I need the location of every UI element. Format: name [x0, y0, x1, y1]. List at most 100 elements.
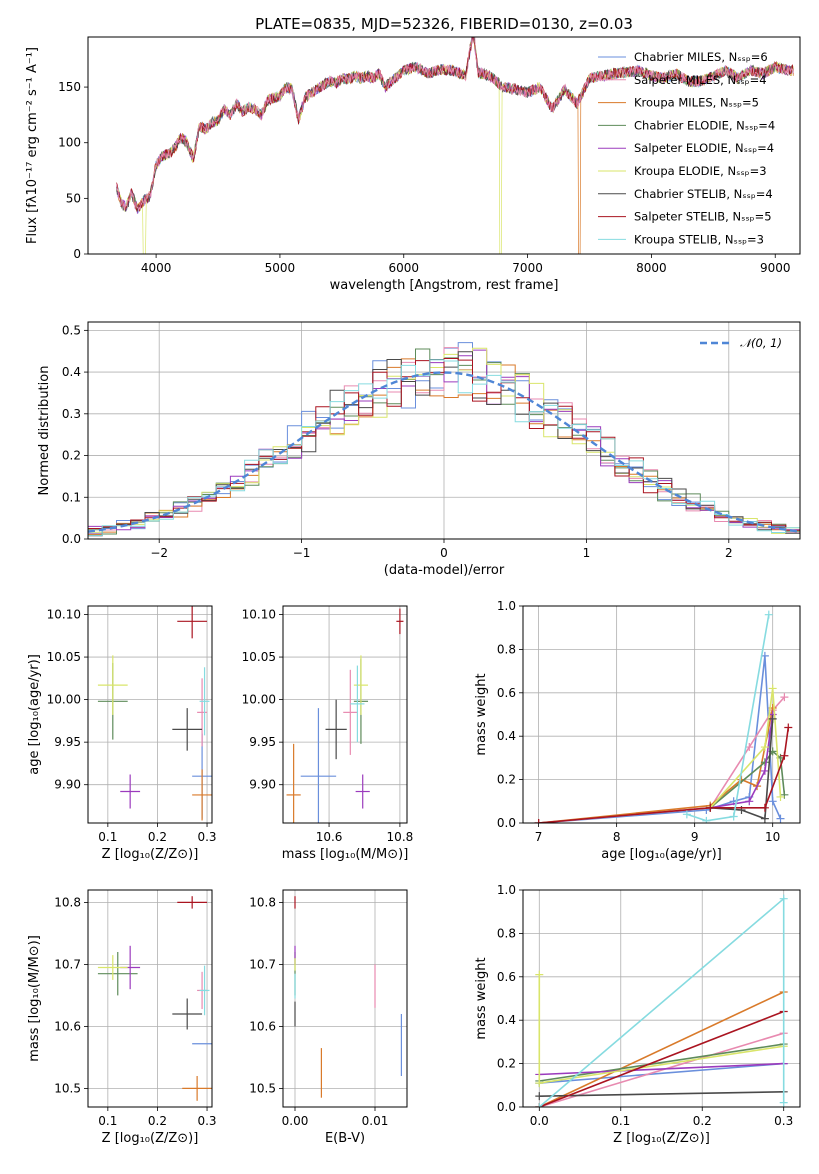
weight-vs-age-panel: 7 8 9 10 0.0 0.2 0.4 0.6 0.8 1.0 age [log₁₀(age/yr… — [474, 599, 801, 862]
residuals-xtick-label: −2 — [150, 546, 168, 560]
age-vs-Z-xtick-label: 0.3 — [197, 830, 216, 844]
weight-point-marker — [535, 1092, 544, 1101]
weight-vs-Z-ytick-label: 0.6 — [497, 970, 516, 984]
weight-point-marker — [706, 803, 715, 812]
chart-title: PLATE=0835, MJD=52326, FIBERID=0130, z=0… — [255, 15, 633, 33]
age-vs-Z-ylabel: age [log₁₀(age/yr)] — [27, 654, 42, 775]
weight-vs-Z-xtick-label: 0.1 — [611, 1114, 630, 1128]
spectrum-plot-area — [116, 37, 794, 254]
weight-series-line — [709, 688, 782, 809]
mass-vs-ebv-ytick-label: 10.7 — [249, 957, 276, 971]
weight-point-marker — [760, 758, 769, 767]
mass-vs-Z-xtick-label: 0.2 — [148, 1114, 167, 1128]
age-vs-Z-xlabel: Z [log₁₀(Z/Z⊙)] — [102, 847, 199, 862]
weight-vs-age-frame — [522, 605, 801, 824]
weight-vs-age-ylabel: mass weight — [474, 673, 489, 755]
mass-vs-Z-xlabel: Z [log₁₀(Z/Z⊙)] — [102, 1131, 199, 1146]
weight-point-marker — [745, 797, 754, 806]
gaussian-reference-line — [88, 371, 800, 533]
weight-vs-Z-xlabel: Z [log₁₀(Z/Z⊙)] — [613, 1131, 710, 1146]
mass-vs-Z-ytick-label: 10.6 — [54, 1019, 81, 1033]
spectrum-frame — [87, 36, 801, 255]
spectrum-xtick-label: 8000 — [636, 261, 667, 275]
weight-vs-age-ytick-label: 0.2 — [497, 773, 516, 787]
weight-point-marker — [535, 970, 544, 979]
spectrum-xtick-label: 6000 — [388, 261, 419, 275]
age-vs-Z-panel: 0.1 0.2 0.3 9.90 9.95 10.00 10.05 10.10 Z [log₁₀… — [27, 605, 217, 862]
weight-point-marker — [760, 803, 769, 812]
weight-point-marker — [760, 743, 769, 752]
residuals-xtick-label: −1 — [293, 546, 311, 560]
spectrum-ytick-label: 0 — [73, 247, 81, 261]
spectrum-ytick-label: 100 — [58, 136, 81, 150]
mass-vs-ebv-plot-area — [294, 896, 402, 1098]
weight-vs-Z-ytick-label: 0.0 — [497, 1100, 516, 1114]
weight-point-marker — [682, 810, 691, 819]
spectrum-ytick-label: 50 — [66, 191, 81, 205]
weight-point-marker — [768, 714, 777, 723]
spectrum-xlabel: wavelength [Angstrom, rest frame] — [330, 278, 559, 293]
spectrum-xtick-label: 9000 — [760, 261, 791, 275]
weight-point-marker — [729, 812, 738, 821]
weight-point-marker — [779, 894, 788, 903]
weight-series-line — [539, 1091, 784, 1097]
weight-vs-Z-panel: 0.0 0.1 0.2 0.3 0.0 0.2 0.4 0.6 0.8 1.0 Z [log₁₀(Z… — [474, 883, 801, 1146]
age-vs-mass-ytick-label: 10.05 — [242, 650, 276, 664]
mass-vs-ebv-xtick-label: 0.00 — [282, 1114, 309, 1128]
age-vs-mass-ytick-label: 10.00 — [242, 693, 276, 707]
weight-vs-age-xtick-label: 10 — [765, 830, 780, 844]
weight-vs-Z-ytick-label: 0.2 — [497, 1057, 516, 1071]
spectrum-ylabel: Flux [fλ10⁻¹⁷ erg cm⁻² s⁻¹ A⁻¹] — [25, 47, 40, 244]
residuals-plot-area — [88, 342, 800, 537]
legend-entry: Salpeter MILES, Nₛₛₚ=4 — [634, 73, 767, 87]
weight-point-marker — [760, 814, 769, 823]
age-vs-Z-frame — [87, 605, 213, 824]
weight-point-marker — [784, 723, 793, 732]
spectrum-series-line — [116, 37, 794, 211]
weight-series-line — [710, 714, 774, 809]
weight-point-marker — [768, 797, 777, 806]
mass-vs-Z-frame — [87, 889, 213, 1108]
weight-vs-Z-plot-area — [535, 894, 788, 1107]
weight-vs-Z-ytick-label: 0.8 — [497, 926, 516, 940]
residual-legend: 𝒩(0, 1) — [700, 336, 782, 350]
legend-entry: Kroupa ELODIE, Nₛₛₚ=3 — [634, 164, 767, 178]
age-vs-Z-ytick-label: 10.05 — [47, 650, 81, 664]
age-vs-mass-xtick-label: 10.8 — [387, 830, 414, 844]
legend-entry: Kroupa MILES, Nₛₛₚ=5 — [634, 96, 759, 110]
weight-vs-age-ytick-label: 1.0 — [497, 599, 516, 613]
spectrum-panel: 4000 5000 6000 7000 8000 9000 0 50 100 150 wavelen… — [25, 15, 801, 293]
mass-vs-ebv-panel: 0.00 0.01 10.5 10.6 10.7 10.8 E(B-V) — [249, 889, 408, 1146]
weight-point-marker — [535, 1103, 544, 1107]
age-vs-mass-xlabel: mass [log₁₀(M/M⊙)] — [282, 847, 409, 862]
age-vs-mass-xtick-label: 10.6 — [316, 830, 343, 844]
mass-vs-Z-ytick-label: 10.8 — [54, 895, 81, 909]
legend-entry: Chabrier ELODIE, Nₛₛₚ=4 — [634, 118, 775, 132]
weight-point-marker — [780, 693, 789, 702]
weight-vs-age-xtick-label: 7 — [535, 830, 543, 844]
weight-point-marker — [779, 1098, 788, 1107]
weight-vs-Z-frame — [522, 889, 801, 1108]
residuals-ytick-label: 0.5 — [62, 323, 81, 337]
age-vs-mass-frame — [282, 605, 408, 824]
mass-vs-ebv-ytick-label: 10.5 — [249, 1081, 276, 1095]
age-vs-mass-ytick-label: 10.10 — [242, 608, 276, 622]
weight-point-marker — [780, 790, 789, 799]
weight-series-line — [538, 655, 782, 823]
mass-vs-ebv-xlabel: E(B-V) — [325, 1131, 365, 1146]
mass-vs-ebv-xtick-label: 0.01 — [362, 1114, 389, 1128]
weight-point-marker — [534, 819, 543, 823]
mass-vs-Z-ytick-label: 10.7 — [54, 957, 81, 971]
weight-series-line — [539, 1010, 784, 1107]
weight-series-line — [538, 991, 785, 1107]
weight-point-marker — [768, 684, 777, 693]
legend-entry: Chabrier MILES, Nₛₛₚ=6 — [634, 50, 768, 64]
weight-point-marker — [760, 766, 769, 775]
weight-vs-age-plot-area — [534, 610, 793, 823]
legend-entry: Kroupa STELIB, Nₛₛₚ=3 — [634, 232, 764, 246]
residuals-xtick-label: 2 — [725, 546, 733, 560]
weight-series-line — [538, 896, 785, 1107]
residuals-panel: −2 −1 0 1 2 0.0 0.1 0.2 0.3 0.4 0.5 (data-model)/er… — [37, 321, 801, 578]
spectrum-ytick-label: 150 — [58, 80, 81, 94]
weight-point-marker — [702, 816, 711, 823]
